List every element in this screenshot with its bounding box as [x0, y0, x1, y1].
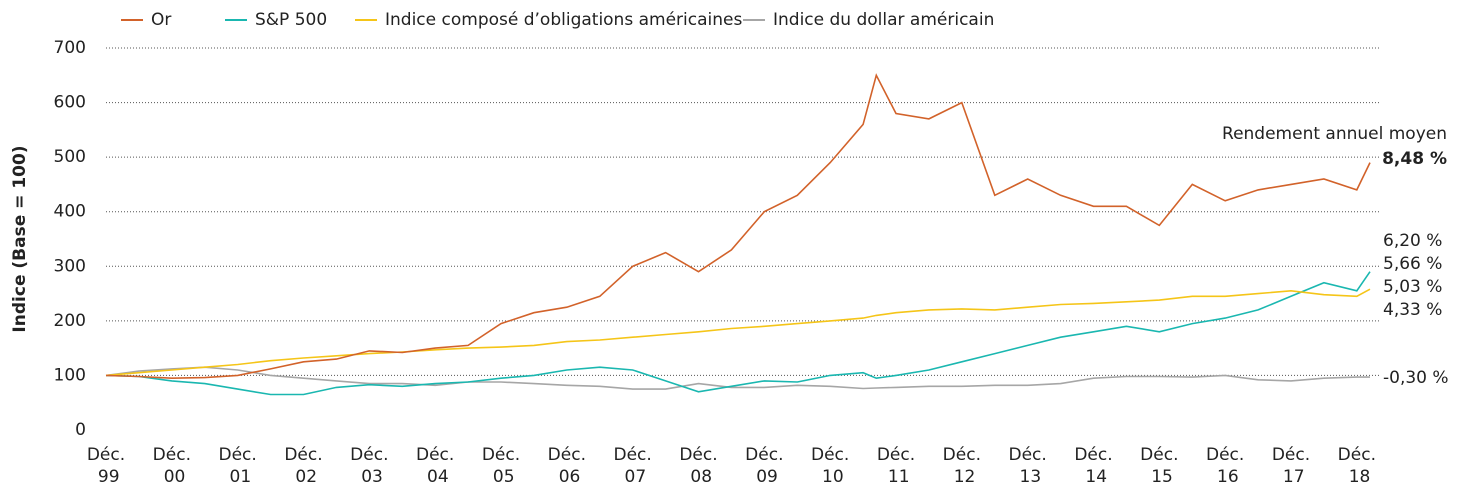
x-tick-label: Déc. 04	[416, 445, 454, 487]
x-tick-label: Déc. 11	[877, 445, 915, 487]
x-tick-label: Déc. 13	[1009, 445, 1047, 487]
series-line	[105, 366, 1370, 390]
legend-label: Indice composé d’obligations américaines	[385, 10, 742, 30]
x-tick-label: Déc. 17	[1272, 445, 1310, 487]
x-tick-label: Déc. 14	[1074, 445, 1112, 487]
x-tick-label: Déc. 15	[1140, 445, 1178, 487]
annotation: 6,20 %	[1383, 231, 1442, 251]
x-tick-label: Déc. 06	[548, 445, 586, 487]
legend-label: S&P 500	[255, 10, 327, 30]
y-axis-label: Indice (Base = 100)	[10, 145, 30, 332]
legend-label: Indice du dollar américain	[773, 10, 994, 30]
annotation: 8,48 %	[1382, 149, 1447, 169]
x-tick-label: Déc. 10	[811, 445, 849, 487]
series-line	[105, 288, 1371, 377]
annotation: Rendement annuel moyen	[1222, 124, 1447, 144]
y-tick-label: 400	[54, 202, 86, 222]
y-tick-label: 600	[54, 93, 86, 113]
x-tick-label: Déc. 05	[482, 445, 520, 487]
series-line	[105, 271, 1371, 396]
x-tick-label: Déc. 08	[679, 445, 717, 487]
y-tick-label: 500	[54, 147, 86, 167]
y-tick-label: 0	[75, 420, 86, 440]
y-tick-label: 300	[54, 256, 86, 276]
series-line	[105, 73, 1371, 380]
y-tick-label: 100	[54, 365, 86, 385]
x-tick-label: Déc. 09	[745, 445, 783, 487]
y-tick-label: 700	[54, 38, 86, 58]
annotation: 4,33 %	[1383, 300, 1442, 320]
x-tick-label: Déc. 16	[1206, 445, 1244, 487]
x-tick-label: Déc. 03	[350, 445, 388, 487]
x-tick-label: Déc. 18	[1338, 445, 1376, 487]
annotation: 5,66 %	[1383, 254, 1442, 274]
x-tick-label: Déc. 07	[614, 445, 652, 487]
x-tick-label: Déc. 12	[943, 445, 981, 487]
y-tick-label: 200	[54, 311, 86, 331]
annotation: 5,03 %	[1383, 277, 1442, 297]
annotation: -0,30 %	[1383, 368, 1449, 388]
x-tick-label: Déc. 01	[219, 445, 257, 487]
x-tick-label: Déc. 99	[87, 445, 125, 487]
x-tick-label: Déc. 00	[153, 445, 191, 487]
x-tick-label: Déc. 02	[284, 445, 322, 487]
legend-label: Or	[151, 10, 171, 30]
